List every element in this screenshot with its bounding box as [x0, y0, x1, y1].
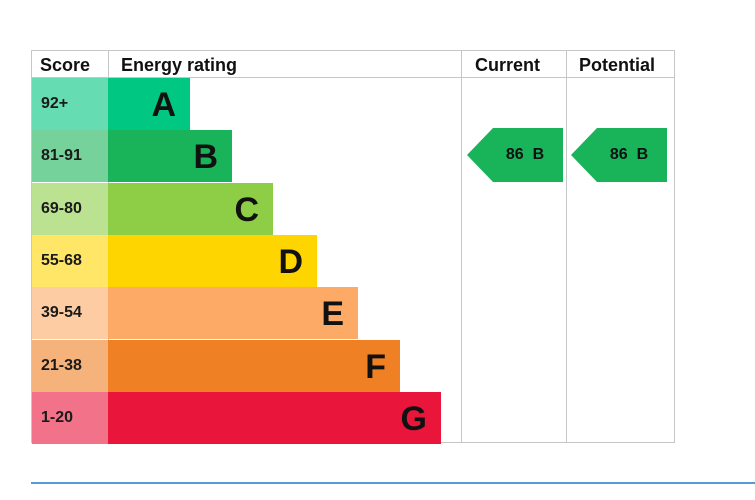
- potential-column-divider: [566, 51, 567, 442]
- band-bar: B: [108, 130, 232, 183]
- potential-rating-arrow: 86 B: [571, 128, 667, 182]
- band-score: 21-38: [32, 339, 108, 392]
- band-letter: G: [400, 399, 427, 438]
- potential-rating-label: 86 B: [609, 146, 649, 163]
- band-bar: E: [108, 287, 358, 340]
- band-letter: C: [234, 190, 259, 229]
- band-score: 69-80: [32, 182, 108, 235]
- band-score: 39-54: [32, 287, 108, 340]
- band-bar: G: [108, 391, 441, 444]
- band-bar: A: [108, 78, 190, 130]
- current-header: Current: [475, 55, 541, 75]
- band-letter: F: [365, 347, 386, 386]
- band-bar: C: [108, 182, 273, 235]
- band-letter: A: [151, 86, 176, 124]
- current-arrow-shape: [467, 128, 563, 182]
- band-letter: B: [193, 138, 218, 177]
- band-bar: F: [108, 339, 400, 392]
- band-score: 55-68: [32, 234, 108, 287]
- band-score: 1-20: [32, 391, 108, 444]
- current-rating-label: 86 B: [505, 146, 545, 163]
- band-letter: D: [278, 242, 303, 281]
- band-bar: D: [108, 234, 317, 287]
- potential-header: Potential: [579, 55, 656, 75]
- header-divider: [32, 77, 674, 78]
- potential-arrow-shape: [571, 128, 667, 182]
- energy-rating-header: Energy rating: [121, 55, 238, 75]
- current-rating-arrow: 86 B: [467, 128, 563, 182]
- epc-chart: Score Energy rating Current Potential 92…: [31, 50, 675, 444]
- footer-rule: [31, 482, 755, 484]
- current-column-divider: [461, 51, 462, 442]
- band-letter: E: [321, 295, 344, 334]
- score-header: Score: [40, 55, 91, 75]
- band-score: 81-91: [32, 130, 108, 183]
- band-score: 92+: [32, 78, 108, 130]
